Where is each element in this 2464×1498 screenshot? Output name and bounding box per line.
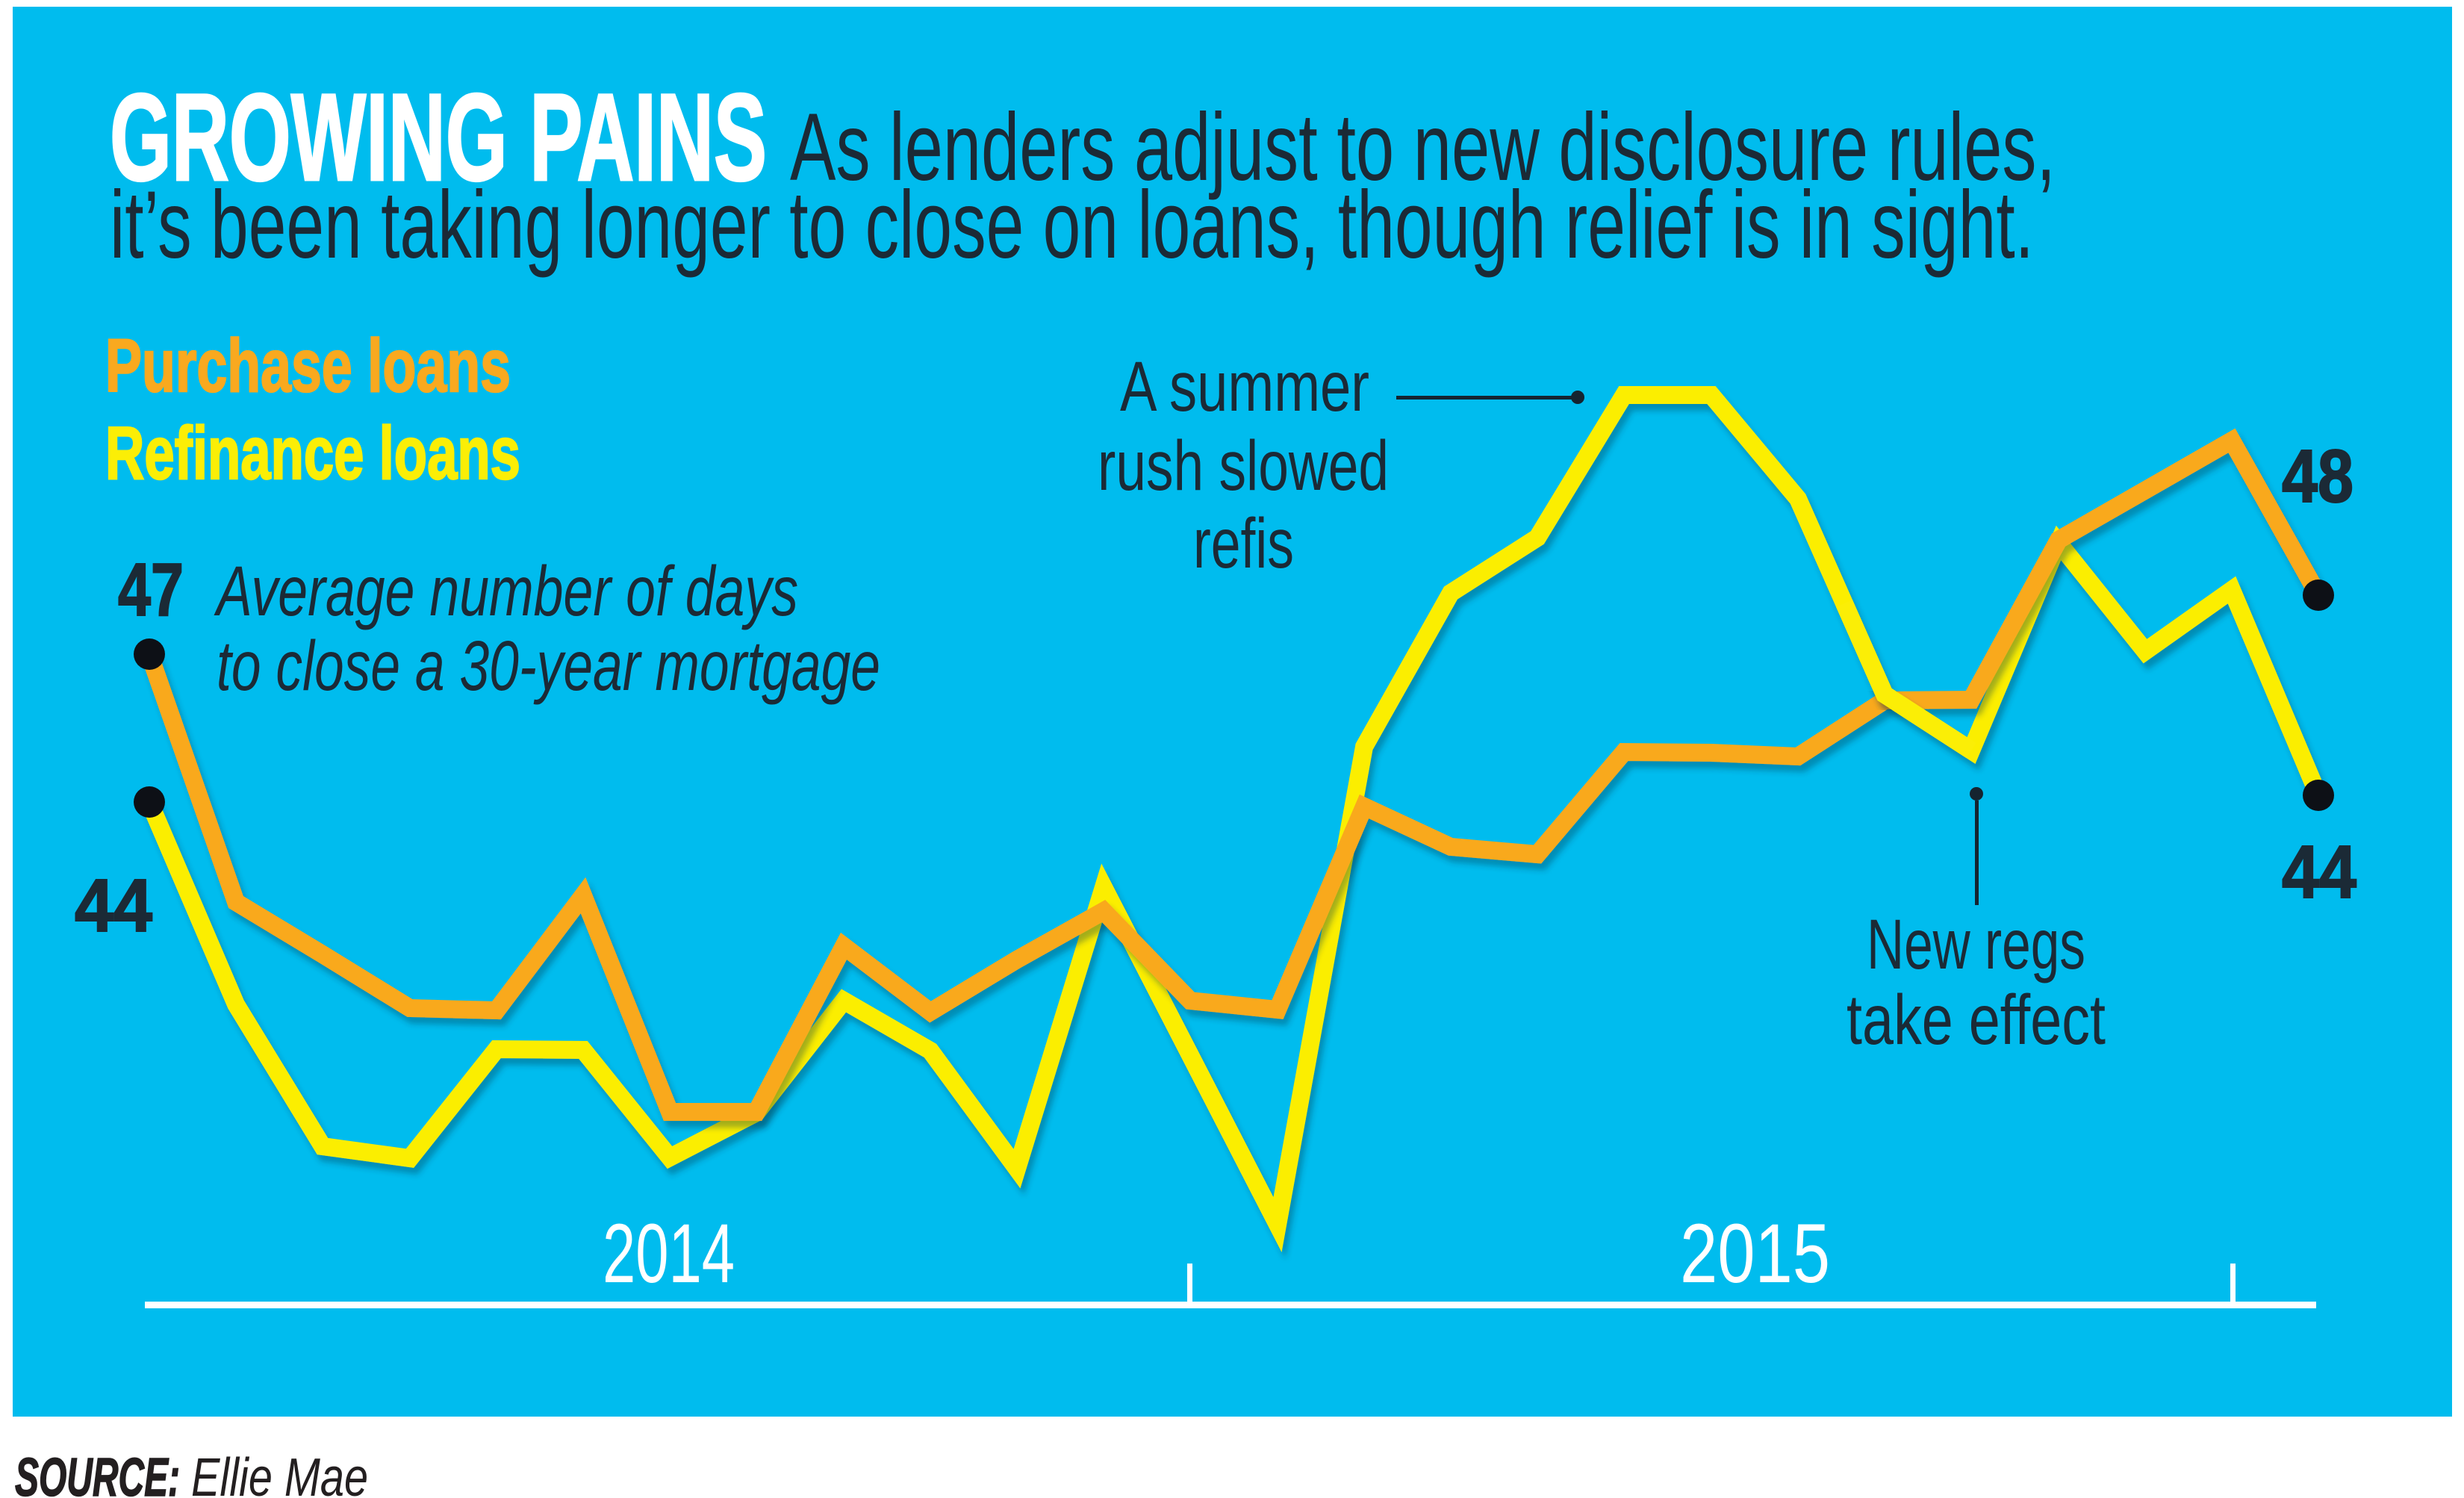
svg-text:Ellie Mae: Ellie Mae: [191, 1448, 368, 1498]
svg-text:take effect: take effect: [1847, 980, 2106, 1060]
svg-text:Refinance loans: Refinance loans: [105, 411, 520, 495]
svg-text:it’s been taking longer to clo: it’s been taking longer to close on loan…: [110, 172, 2034, 279]
svg-text:2014: 2014: [603, 1207, 735, 1300]
svg-text:48: 48: [2282, 435, 2353, 518]
svg-text:rush slowed: rush slowed: [1098, 426, 1389, 506]
svg-text:44: 44: [75, 864, 152, 948]
svg-text:47: 47: [118, 548, 184, 632]
svg-text:2015: 2015: [1680, 1207, 1830, 1300]
svg-text:GROWING PAINS: GROWING PAINS: [110, 69, 767, 207]
svg-text:to close a 30-year mortgage: to close a 30-year mortgage: [217, 627, 880, 706]
svg-text:A summer: A summer: [1120, 347, 1369, 426]
svg-text:Purchase loans: Purchase loans: [105, 324, 511, 408]
svg-text:New regs: New regs: [1867, 905, 2085, 984]
svg-text:As lenders adjust to new discl: As lenders adjust to new disclosure rule…: [790, 94, 2056, 201]
svg-text:44: 44: [2282, 830, 2356, 914]
svg-text:refis: refis: [1193, 504, 1294, 583]
svg-text:SOURCE:: SOURCE:: [15, 1448, 180, 1498]
svg-text:Average number of days: Average number of days: [214, 552, 798, 631]
